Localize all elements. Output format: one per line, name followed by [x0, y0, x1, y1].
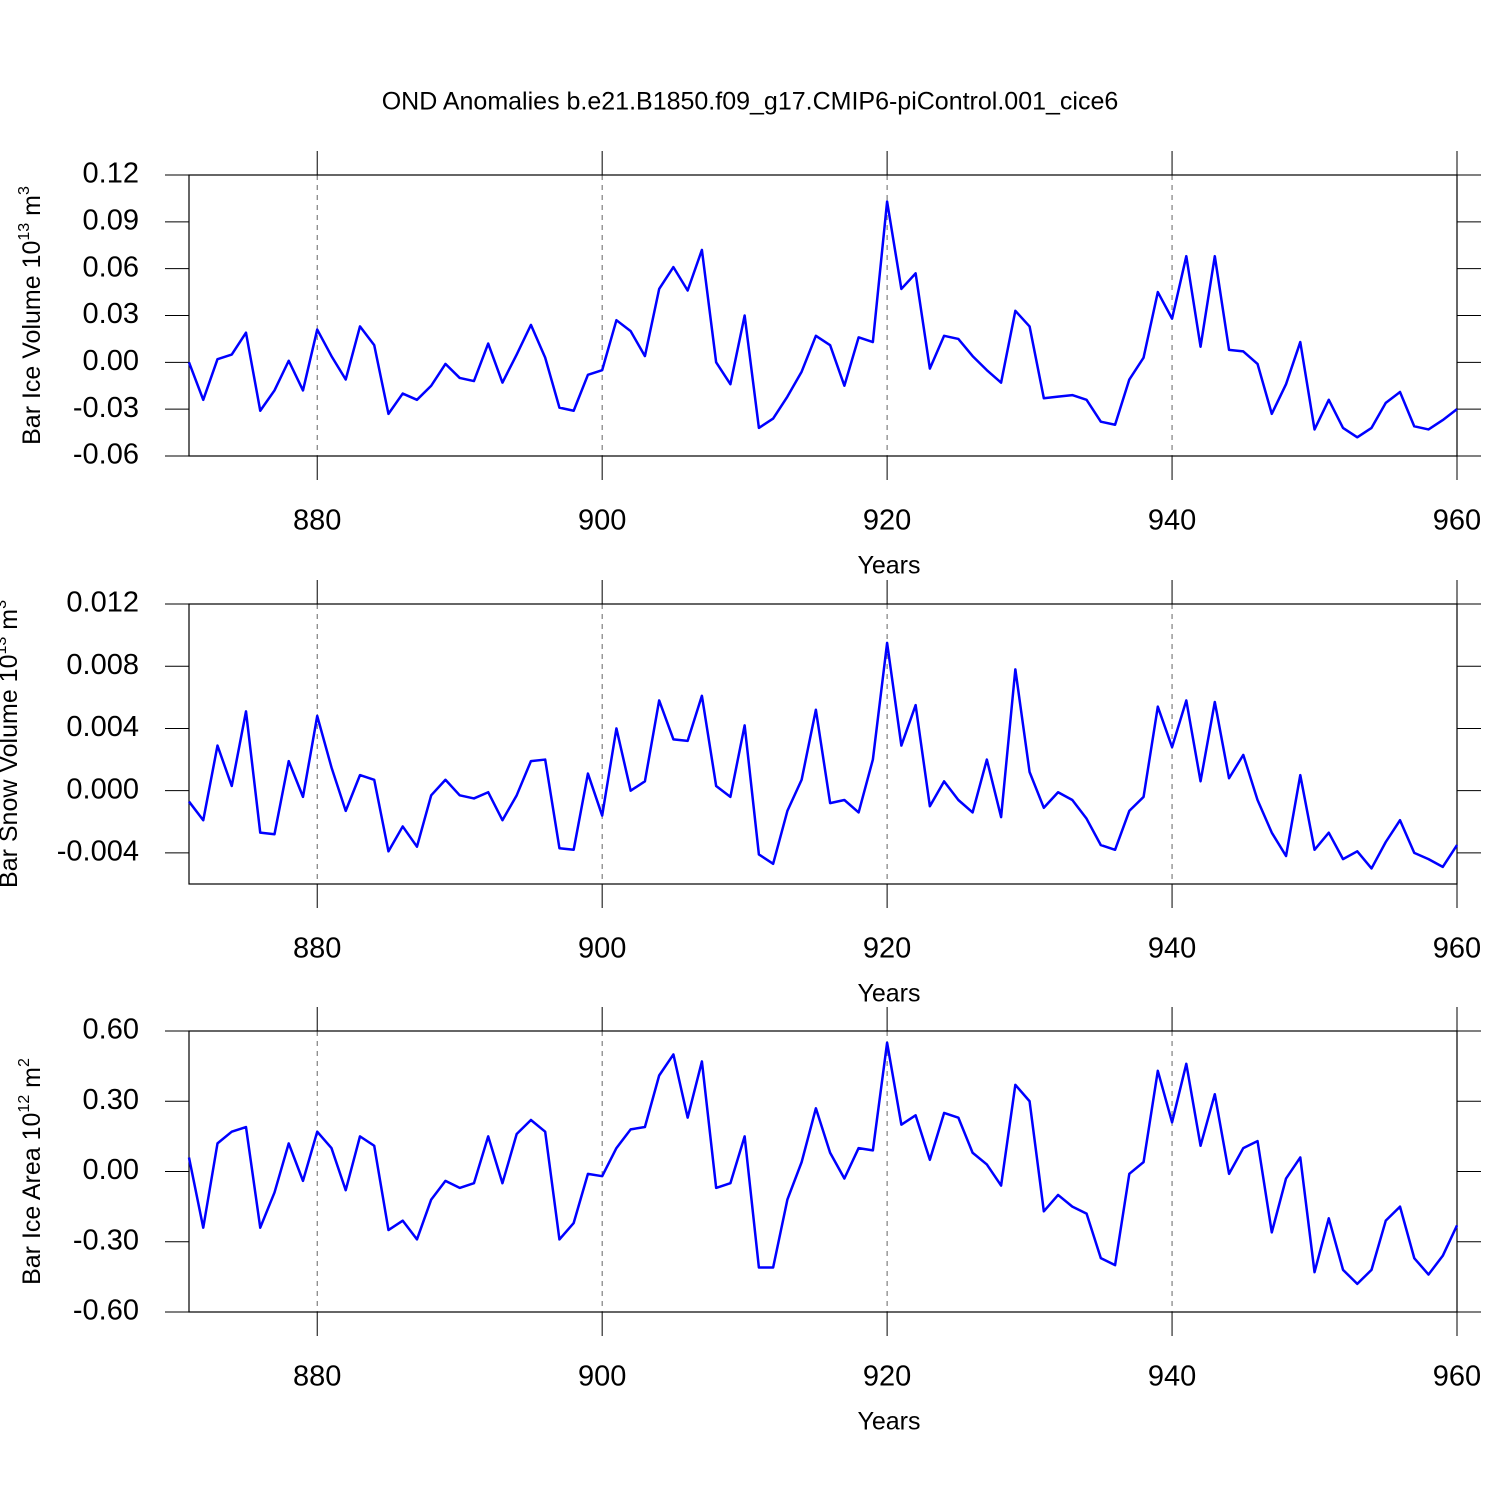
x-tick-label: 880 [293, 1361, 341, 1393]
y-tick-label: 0.06 [83, 251, 139, 283]
panel: 880 900 920 940 960 -0.004 0.000 0.004 0.008 0.01… [0, 580, 1481, 1008]
y-axis-label: Bar Snow Volume 1013 m3 [0, 600, 23, 888]
plot-frame [188, 603, 1458, 885]
x-tick-label: 960 [1433, 505, 1481, 537]
y-tick-label: 0.00 [83, 345, 139, 377]
plot-frame [188, 174, 1458, 457]
x-axis-label: Years [857, 552, 920, 580]
y-tick-label: -0.004 [57, 836, 139, 868]
y-label-unit: m [18, 1067, 46, 1095]
y-tick-label: 0.00 [83, 1154, 139, 1186]
y-tick-label: 0.30 [83, 1084, 139, 1116]
data-line [187, 1041, 1459, 1286]
data-line [187, 200, 1458, 439]
y-tick-label: -0.03 [73, 392, 139, 424]
y-label-power: 13 [16, 223, 33, 241]
x-axis-label: Years [857, 1408, 920, 1436]
x-tick-label: 900 [578, 933, 626, 965]
y-tick-label: 0.012 [66, 587, 139, 619]
y-axis-label: Bar Ice Volume 1013 m3 [16, 186, 46, 445]
y-label-unit: m [0, 609, 23, 637]
x-tick-label: 940 [1148, 1361, 1196, 1393]
x-tick-label: 940 [1148, 505, 1196, 537]
y-label-unit-power: 2 [16, 1058, 33, 1067]
x-axis-label: Years [857, 980, 920, 1008]
y-label-power: 12 [16, 1095, 33, 1113]
x-tick-label: 900 [578, 1361, 626, 1393]
y-tick-label: -0.30 [73, 1224, 139, 1256]
x-tick-label: 880 [293, 933, 341, 965]
y-label-unit-power: 3 [16, 186, 33, 195]
x-tick-label: 920 [863, 505, 911, 537]
y-tick-label: 0.12 [83, 158, 139, 190]
x-tick-label: 900 [578, 505, 626, 537]
panel: 880 900 920 940 960 -0.60 -0.30 0.00 0.30 0.60 Yea… [16, 1007, 1481, 1436]
figure-title: OND Anomalies b.e21.B1850.f09_g17.CMIP6-… [382, 88, 1119, 116]
y-tick-label: 0.03 [83, 298, 139, 330]
y-label-text: Bar Ice Volume 10 [18, 241, 46, 445]
x-tick-label: 920 [863, 933, 911, 965]
y-label-power: 13 [0, 637, 10, 655]
y-tick-label: 0.000 [66, 773, 139, 805]
y-tick-label: -0.06 [73, 439, 139, 471]
panel: 880 900 920 940 960 -0.06 -0.03 0.00 0.03 0.06 0.0… [16, 151, 1481, 580]
x-tick-label: 940 [1148, 933, 1196, 965]
x-tick-label: 960 [1433, 1361, 1481, 1393]
y-tick-label: 0.004 [66, 711, 139, 743]
plot-frame [188, 1030, 1458, 1313]
y-label-unit-power: 3 [0, 600, 10, 609]
y-axis-label: Bar Ice Area 1012 m2 [16, 1058, 46, 1285]
y-label-text: Bar Ice Area 10 [18, 1113, 46, 1285]
y-tick-label: 0.008 [66, 649, 139, 681]
data-line [188, 641, 1459, 870]
y-label-unit: m [18, 195, 46, 223]
x-tick-label: 880 [293, 505, 341, 537]
y-tick-label: 0.09 [83, 204, 139, 236]
y-tick-label: -0.60 [73, 1295, 139, 1327]
x-tick-label: 960 [1433, 933, 1481, 965]
x-tick-label: 920 [863, 1361, 911, 1393]
y-label-text: Bar Snow Volume 10 [0, 655, 23, 888]
y-tick-label: 0.60 [83, 1014, 139, 1046]
